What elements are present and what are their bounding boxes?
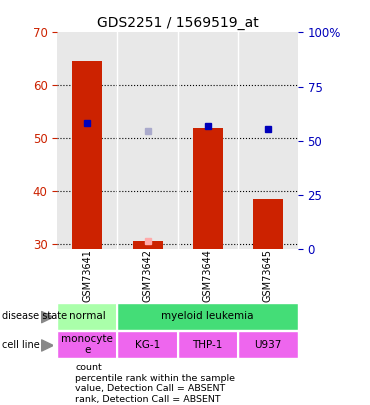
Bar: [57, 331, 118, 358]
Text: myeloid leukemia: myeloid leukemia: [161, 311, 254, 321]
Bar: [238, 331, 298, 358]
Text: cell line: cell line: [2, 340, 40, 350]
Text: U937: U937: [254, 340, 282, 350]
Polygon shape: [41, 311, 53, 323]
Title: GDS2251 / 1569519_at: GDS2251 / 1569519_at: [97, 16, 259, 30]
Bar: [57, 303, 118, 330]
Bar: [73, 62, 102, 249]
Bar: [132, 241, 162, 249]
Text: THP-1: THP-1: [192, 340, 223, 350]
Text: GSM73644: GSM73644: [203, 249, 213, 302]
Text: disease state: disease state: [2, 311, 67, 321]
Bar: [193, 128, 223, 249]
Text: GSM73642: GSM73642: [142, 249, 152, 302]
Text: GSM73645: GSM73645: [263, 249, 273, 302]
Text: value, Detection Call = ABSENT: value, Detection Call = ABSENT: [75, 384, 225, 393]
Text: rank, Detection Call = ABSENT: rank, Detection Call = ABSENT: [75, 395, 221, 404]
Bar: [118, 331, 178, 358]
Text: GSM73641: GSM73641: [83, 249, 92, 302]
Bar: [118, 303, 298, 330]
Text: count: count: [75, 363, 102, 372]
Bar: [253, 199, 283, 249]
Bar: [178, 331, 238, 358]
Text: normal: normal: [69, 311, 106, 321]
Text: monocyte
e: monocyte e: [61, 334, 113, 356]
Text: KG-1: KG-1: [135, 340, 160, 350]
Polygon shape: [41, 340, 53, 351]
Text: percentile rank within the sample: percentile rank within the sample: [75, 374, 235, 383]
